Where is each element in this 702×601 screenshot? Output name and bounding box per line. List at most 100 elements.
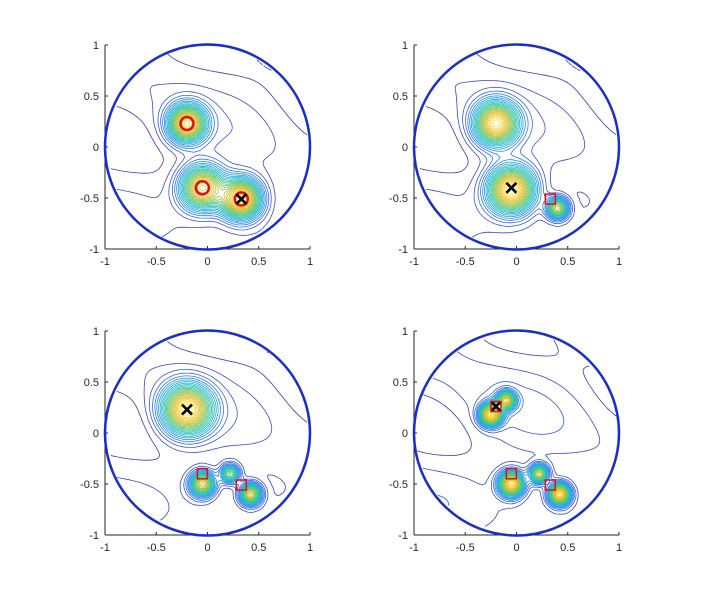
contour-level: [476, 388, 573, 508]
contour-level: [174, 110, 256, 214]
contour-level: [437, 381, 577, 512]
contour-level: [474, 384, 575, 510]
source-circle-marker: [179, 115, 195, 132]
contour-level: [481, 393, 569, 504]
estimate-cross-marker: [505, 181, 518, 194]
x-tick-label: -0.5: [147, 542, 166, 554]
contour-level: [171, 107, 259, 216]
contour-level: [158, 379, 262, 506]
contour-panel-bottom-left: -1 -0.5 0 0.5 1 -1 -0.5 0 0.5 1: [80, 326, 313, 554]
contour-level: [160, 95, 270, 228]
x-tick-label: -1: [409, 542, 419, 554]
contour-level: [157, 91, 272, 231]
contour-level: [171, 393, 255, 499]
contour-level: [152, 372, 265, 509]
contour-level: [166, 387, 258, 502]
contour-level: [479, 106, 564, 215]
source-square-marker: [490, 400, 502, 413]
contour-level: [163, 385, 260, 503]
x-tick-label: 1: [307, 256, 313, 268]
contour-level: [425, 77, 586, 238]
source-circle-marker: [194, 180, 211, 196]
source-circle-marker: [233, 191, 250, 207]
contour-level: [477, 389, 572, 507]
contour-panel-top-right: -1 -0.5 0 0.5 1 -1 -0.5 0 0.5 1: [389, 40, 622, 268]
y-tick-label: 0.5: [393, 91, 408, 103]
contour-lines: [110, 341, 308, 521]
contour-level: [486, 113, 523, 202]
domain-boundary-circle: [412, 329, 621, 537]
source-square-marker: [505, 468, 518, 480]
y-tick-label: 0: [402, 428, 408, 440]
contour-lines: [416, 339, 617, 527]
contour-level: [163, 99, 266, 224]
estimate-cross-marker: [490, 400, 502, 413]
contour-level: [480, 391, 570, 505]
contour-level: [175, 112, 254, 212]
contour-level: [175, 111, 255, 213]
contour-level: [162, 97, 268, 226]
contour-level: [167, 103, 262, 220]
y-tick-label: -1: [398, 244, 408, 256]
x-tick-label: 0.5: [251, 542, 266, 554]
y-tick-label: 1: [402, 40, 408, 52]
contour-level: [173, 395, 252, 496]
contour-level: [477, 103, 565, 216]
contour-level: [485, 112, 524, 203]
x-tick-label: -1: [409, 256, 419, 268]
contour-level: [474, 101, 567, 218]
y-tick-label: 0: [402, 142, 408, 154]
contour-level: [487, 410, 562, 498]
contour-level: [178, 400, 196, 418]
contour-level: [154, 375, 264, 508]
x-tick-label: 0: [513, 256, 519, 268]
contour-level: [110, 53, 308, 174]
contour-level: [422, 351, 601, 527]
y-tick-label: 0.5: [84, 377, 99, 389]
x-tick-label: -1: [100, 542, 110, 554]
contour-level: [162, 384, 260, 504]
x-tick-label: 0: [204, 256, 210, 268]
contour-level: [161, 382, 261, 505]
contour-level: [488, 115, 521, 200]
estimate-cross-marker: [235, 193, 248, 205]
contour-level: [462, 86, 573, 227]
y-tick-label: -0.5: [389, 193, 408, 205]
contour-level: [173, 109, 257, 215]
x-tick-label: 1: [616, 542, 622, 554]
contour-level: [484, 111, 525, 204]
x-tick-label: 0.5: [560, 256, 575, 268]
source-square-marker: [235, 479, 248, 491]
contour-level: [116, 363, 273, 521]
y-tick-label: -0.5: [80, 193, 99, 205]
y-tick-label: 0.5: [393, 377, 408, 389]
contour-level: [149, 369, 267, 511]
contour-level: [165, 100, 265, 223]
contour-level: [168, 390, 257, 501]
domain-boundary-circle: [103, 329, 312, 537]
contour-level: [174, 396, 200, 422]
contour-level: [487, 411, 561, 495]
contour-panel-top-left: -1 -0.5 0 0.5 1 -1 -0.5 0 0.5 1: [80, 40, 313, 268]
contour-level: [177, 399, 198, 420]
contour-level: [169, 105, 260, 218]
contour-level: [489, 412, 493, 417]
y-tick-label: 1: [93, 40, 99, 52]
contour-level: [487, 114, 522, 201]
y-tick-label: -1: [89, 244, 99, 256]
y-tick-label: 0: [93, 428, 99, 440]
contour-level: [467, 93, 571, 222]
contour-level: [483, 395, 566, 501]
y-tick-label: -0.5: [389, 479, 408, 491]
contour-level: [484, 396, 566, 501]
source-square-marker: [544, 479, 557, 491]
contour-level: [473, 100, 568, 218]
y-tick-label: 1: [402, 326, 408, 338]
contour-level: [176, 112, 253, 211]
estimate-cross-marker: [181, 403, 193, 416]
x-tick-label: -0.5: [456, 256, 475, 268]
contour-level: [175, 397, 199, 421]
contour-level: [465, 90, 572, 224]
domain-boundary-circle: [412, 43, 621, 251]
